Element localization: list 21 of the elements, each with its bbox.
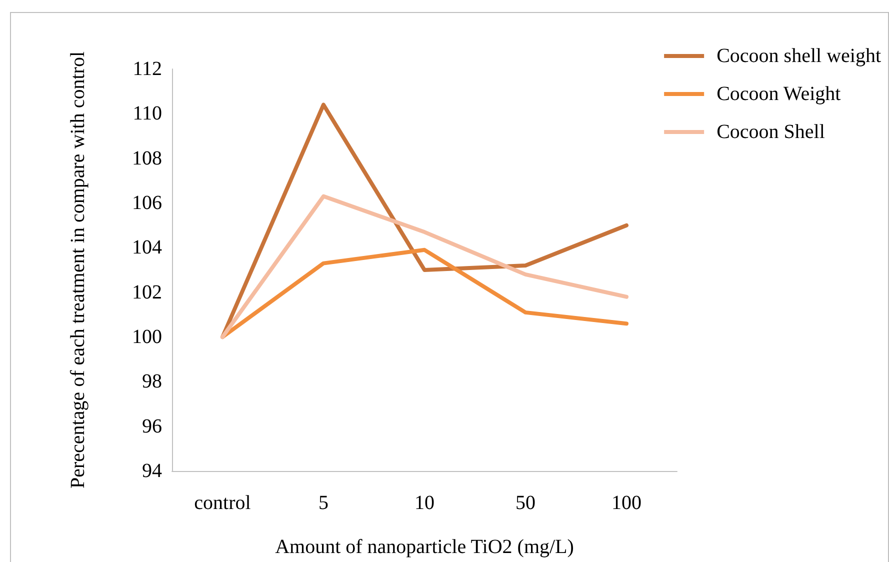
x-tick-label: 50 [516,492,536,514]
y-tick-label: 112 [132,58,162,80]
y-tick-label: 100 [132,326,162,348]
x-tick-label: control [194,492,252,514]
y-tick-label: 104 [132,236,162,259]
y-tick-label: 106 [132,192,162,214]
y-axis-title: Perecentage of each treatment in compare with control [67,51,89,489]
legend-label: Cocoon Shell [716,121,826,143]
x-tick-label: 100 [612,492,642,514]
y-tick-label: 96 [142,415,162,438]
y-tick-label: 98 [142,370,162,393]
x-axis-title: Amount of nanoparticle TiO2 (mg/L) [275,536,574,558]
y-tick-label: 94 [142,460,162,482]
line-series [220,194,628,339]
x-tick-label: 10 [414,492,434,514]
legend-label: Cocoon Weight [716,83,842,105]
y-tick-label: 108 [132,147,162,170]
x-tick-label: 5 [318,492,328,514]
y-tick-label: 102 [132,281,162,304]
y-tick-label: 110 [132,102,162,125]
legend-label: Cocoon shell weight [716,45,882,67]
